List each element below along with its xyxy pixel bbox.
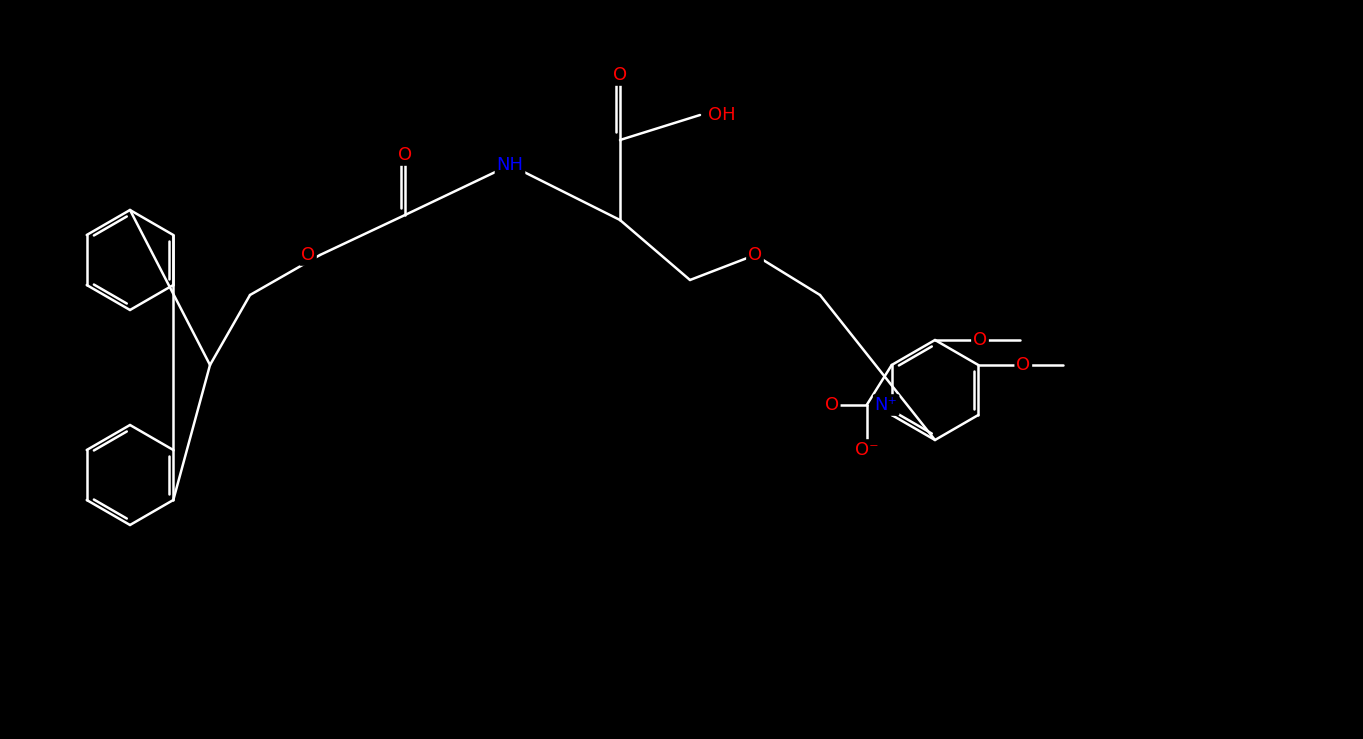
Text: N⁺: N⁺ xyxy=(875,396,898,414)
Text: NH: NH xyxy=(496,156,523,174)
Text: O: O xyxy=(613,66,627,84)
Text: O: O xyxy=(748,246,762,264)
Text: OH: OH xyxy=(707,106,736,124)
Text: O: O xyxy=(301,246,315,264)
Text: O: O xyxy=(825,396,838,414)
Text: O: O xyxy=(973,331,987,349)
Text: O⁻: O⁻ xyxy=(855,441,879,459)
Text: O: O xyxy=(1017,356,1030,374)
Text: O: O xyxy=(398,146,412,164)
